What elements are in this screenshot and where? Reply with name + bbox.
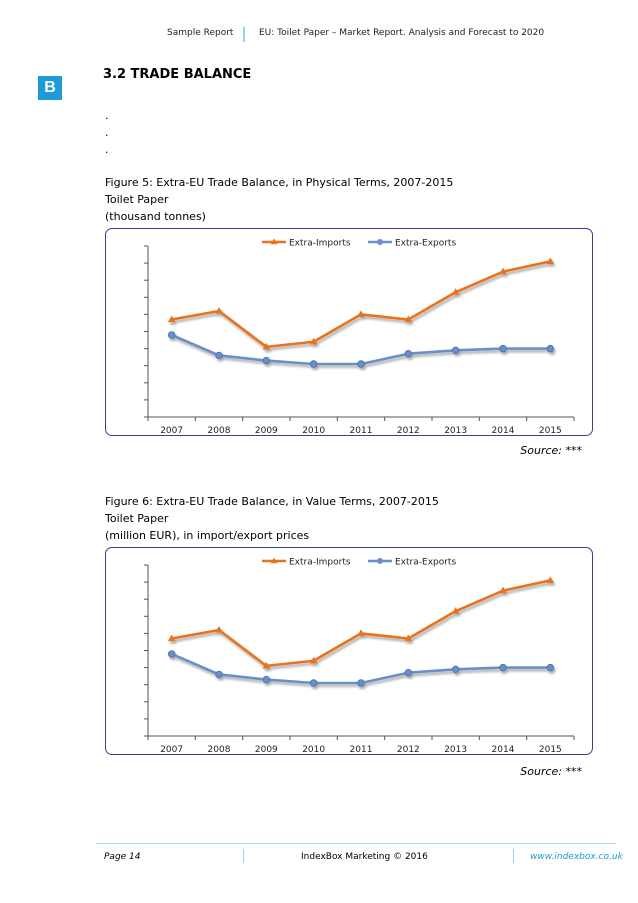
legend-label-extra-exports: Extra-Exports bbox=[395, 239, 456, 249]
data-point bbox=[404, 634, 413, 642]
data-point bbox=[357, 310, 365, 317]
data-point bbox=[309, 679, 318, 687]
series-line-extra-exports bbox=[171, 333, 551, 366]
data-point bbox=[499, 267, 507, 275]
data-point bbox=[215, 625, 223, 633]
footer-separator bbox=[513, 849, 514, 863]
x-tick-label: 2015 bbox=[539, 745, 562, 755]
data-point bbox=[262, 675, 271, 684]
x-tick-label: 2014 bbox=[492, 426, 515, 436]
figure-6-caption: Figure 6: Extra-EU Trade Balance, in Val… bbox=[105, 495, 439, 508]
data-point bbox=[451, 346, 460, 355]
x-tick-label: 2008 bbox=[208, 426, 231, 436]
legend-marker bbox=[270, 557, 278, 564]
data-point bbox=[451, 607, 460, 614]
x-tick-label: 2007 bbox=[160, 745, 183, 755]
x-tick-label: 2015 bbox=[539, 426, 562, 436]
data-point bbox=[499, 344, 507, 353]
x-tick-label: 2011 bbox=[350, 426, 373, 436]
header-left: Sample Report bbox=[167, 28, 234, 38]
figure-6-chart: 2007 2008 2009 2010 2011 2012 2013 2014 2015 Extr… bbox=[105, 547, 593, 755]
data-point bbox=[546, 576, 555, 583]
data-point bbox=[546, 257, 555, 264]
data-point bbox=[167, 650, 176, 658]
data-point bbox=[262, 661, 271, 669]
series-extra-imports bbox=[167, 576, 555, 669]
figure-6-chart-svg: 2007 2008 2009 2010 2011 2012 2013 2014 2015 Extr… bbox=[144, 557, 575, 755]
x-tick-label: 2010 bbox=[302, 745, 325, 755]
x-tick-label: 2014 bbox=[492, 745, 515, 755]
placeholder-dot: . bbox=[105, 109, 109, 122]
data-point bbox=[215, 306, 223, 314]
indexbox-logo: B bbox=[38, 76, 62, 100]
figure-5-chart: 2007 2008 2009 2010 2011 2012 2013 2014 2015 Extr… bbox=[105, 228, 593, 436]
figure-5-caption: Figure 5: Extra-EU Trade Balance, in Phy… bbox=[105, 176, 454, 189]
legend-label-extra-exports: Extra-Exports bbox=[395, 558, 456, 568]
legend-marker bbox=[377, 239, 383, 245]
data-point bbox=[546, 663, 555, 672]
legend-label-extra-imports: Extra-Imports bbox=[289, 239, 351, 249]
figure-5-subtitle: Toilet Paper bbox=[105, 193, 169, 206]
series-line-extra-imports bbox=[171, 260, 551, 349]
footer-rule bbox=[96, 843, 616, 844]
figure-6-unit: (million EUR), in import/export prices bbox=[105, 529, 310, 542]
data-point bbox=[167, 331, 176, 339]
x-tick-label: 2013 bbox=[444, 426, 467, 436]
figure-5-source: Source: *** bbox=[520, 444, 582, 457]
data-point bbox=[167, 315, 176, 323]
footer-copyright: IndexBox Marketing © 2016 bbox=[301, 852, 428, 862]
data-point bbox=[215, 351, 223, 360]
series-extra-exports bbox=[167, 331, 555, 368]
footer-page-number: Page 14 bbox=[104, 852, 141, 862]
data-point bbox=[357, 629, 365, 636]
figure-5-chart-svg: 2007 2008 2009 2010 2011 2012 2013 2014 2015 Extr… bbox=[144, 238, 575, 436]
data-point bbox=[404, 350, 413, 358]
data-point bbox=[451, 665, 460, 674]
figure-6-subtitle: Toilet Paper bbox=[105, 512, 169, 525]
x-tick-label: 2008 bbox=[208, 745, 231, 755]
legend-marker bbox=[270, 238, 278, 245]
x-tick-label: 2010 bbox=[302, 426, 325, 436]
data-point bbox=[215, 670, 223, 679]
series-extra-imports bbox=[167, 257, 555, 350]
x-tick-label: 2009 bbox=[255, 426, 278, 436]
data-point bbox=[357, 679, 365, 687]
x-tick-label: 2007 bbox=[160, 426, 183, 436]
header-right: EU: Toilet Paper – Market Report. Analys… bbox=[259, 28, 545, 38]
figure-6-source: Source: *** bbox=[520, 765, 582, 778]
data-point bbox=[404, 669, 413, 677]
legend-label-extra-imports: Extra-Imports bbox=[289, 558, 351, 568]
placeholder-dot: . bbox=[105, 126, 109, 139]
data-point bbox=[262, 342, 271, 350]
data-point bbox=[309, 360, 318, 368]
data-point bbox=[357, 360, 365, 368]
x-tick-label: 2011 bbox=[350, 745, 373, 755]
data-point bbox=[451, 288, 460, 295]
data-point bbox=[499, 586, 507, 594]
data-point bbox=[404, 315, 413, 323]
data-point bbox=[262, 356, 271, 365]
data-point bbox=[167, 634, 176, 642]
data-point bbox=[309, 656, 318, 664]
series-line-extra-exports bbox=[171, 652, 551, 685]
section-title: 3.2 TRADE BALANCE bbox=[103, 67, 252, 82]
footer-website-link[interactable]: www.indexbox.co.uk bbox=[530, 852, 623, 862]
footer-separator bbox=[243, 849, 244, 863]
x-tick-label: 2012 bbox=[397, 745, 420, 755]
series-extra-exports bbox=[167, 650, 555, 687]
data-point bbox=[309, 337, 318, 345]
figure-5-unit: (thousand tonnes) bbox=[105, 210, 206, 223]
x-tick-label: 2009 bbox=[255, 745, 278, 755]
placeholder-dot: . bbox=[105, 143, 109, 156]
data-point bbox=[499, 663, 507, 672]
x-tick-label: 2013 bbox=[444, 745, 467, 755]
logo-letter: B bbox=[44, 79, 56, 96]
series-line-extra-imports bbox=[171, 579, 551, 668]
x-tick-label: 2012 bbox=[397, 426, 420, 436]
legend-marker bbox=[377, 558, 383, 564]
header-separator bbox=[243, 27, 245, 42]
data-point bbox=[546, 344, 555, 353]
